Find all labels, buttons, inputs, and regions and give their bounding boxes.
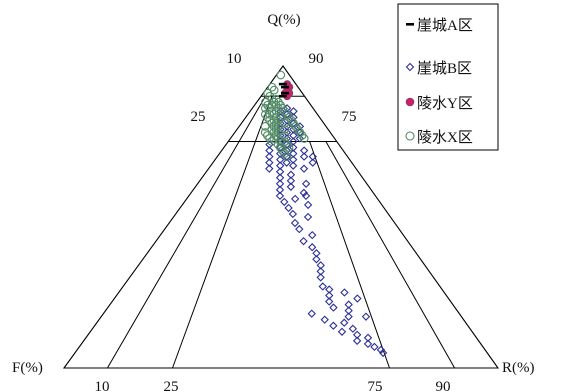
point-b xyxy=(352,336,362,345)
legend-label-b: 崖城B区 xyxy=(417,60,472,77)
ratio-boundary-line xyxy=(309,141,390,369)
point-b xyxy=(303,212,313,222)
point-b xyxy=(280,197,289,207)
point-b xyxy=(289,161,298,170)
point-b xyxy=(303,200,313,210)
point-b xyxy=(301,191,311,201)
tick-label-top-left: 10 xyxy=(227,51,242,67)
apex-label-left: F(%) xyxy=(12,360,43,376)
point-b xyxy=(295,134,305,143)
point-b xyxy=(320,315,329,324)
triangle-frame xyxy=(62,65,500,369)
legend-item-b: 崖城B区 xyxy=(405,60,472,77)
legend-item-a: 崖城A区 xyxy=(406,17,473,34)
tick-label-bottom-90: 90 xyxy=(436,379,451,391)
point-b xyxy=(378,348,388,358)
tick-label-bottom-75: 75 xyxy=(368,379,383,391)
point-b xyxy=(299,152,309,161)
point-x xyxy=(269,134,279,143)
point-b xyxy=(370,342,379,352)
point-b xyxy=(316,273,325,282)
point-b xyxy=(282,158,291,167)
point-b xyxy=(344,312,353,321)
point-x xyxy=(271,94,281,104)
point-b xyxy=(340,318,349,327)
apex-label-top: Q(%) xyxy=(267,12,300,28)
point-b xyxy=(348,324,358,333)
point-x xyxy=(284,143,294,152)
point-b xyxy=(308,152,317,161)
legend-box xyxy=(397,3,499,151)
field-boundary-lines xyxy=(106,95,456,369)
point-b xyxy=(312,255,321,264)
point-b xyxy=(325,297,334,306)
point-a xyxy=(278,82,287,86)
point-x xyxy=(280,119,290,128)
point-b xyxy=(308,230,317,240)
point-x xyxy=(274,103,283,113)
point-b xyxy=(376,345,386,355)
legend-label-x: 陵水X区 xyxy=(417,129,473,146)
data-points xyxy=(260,70,388,358)
point-b xyxy=(329,303,338,312)
point-x xyxy=(299,134,309,143)
point-b xyxy=(299,236,308,246)
tick-label-bottom-10: 10 xyxy=(95,379,110,391)
ratio-boundary-line xyxy=(325,141,456,369)
tick-label-upper-left: 25 xyxy=(191,109,206,125)
point-b xyxy=(361,312,371,321)
point-x xyxy=(276,70,286,80)
apex-label-right: R(%) xyxy=(502,360,535,376)
point-b xyxy=(308,158,317,167)
point-a xyxy=(281,85,290,89)
legend-marker-dash xyxy=(406,23,414,26)
point-b xyxy=(265,164,274,173)
legend-marker-diamond xyxy=(405,62,415,72)
point-b xyxy=(363,339,373,349)
point-x xyxy=(280,131,290,140)
tick-label-upper-right: 75 xyxy=(342,109,357,125)
legend-item-x: 陵水X区 xyxy=(405,129,473,146)
point-b xyxy=(286,182,296,191)
legend-item-y: 陵水Y区 xyxy=(405,95,473,112)
point-x xyxy=(276,112,285,122)
point-b xyxy=(337,327,347,336)
point-b xyxy=(329,321,338,330)
legend: 崖城A区 崖城B区 陵水Y区 陵水X区 xyxy=(397,3,499,151)
point-b xyxy=(295,224,304,234)
point-x xyxy=(282,152,292,161)
point-b xyxy=(299,188,309,198)
point-b xyxy=(353,294,362,303)
point-x xyxy=(280,137,290,146)
point-b xyxy=(318,282,327,291)
point-b xyxy=(308,243,317,252)
point-b xyxy=(299,164,309,173)
triangle-outline xyxy=(62,65,500,369)
ratio-boundary-line xyxy=(106,95,266,369)
legend-marker-open-circle xyxy=(405,131,415,141)
point-b xyxy=(290,194,300,204)
legend-marker-filled-circle xyxy=(405,97,415,107)
tick-label-bottom-25: 25 xyxy=(164,379,179,391)
point-a xyxy=(280,91,289,95)
point-b xyxy=(275,191,285,201)
point-b xyxy=(284,203,293,213)
tick-label-top-right: 90 xyxy=(309,51,324,67)
point-a xyxy=(278,94,287,98)
point-x xyxy=(280,125,290,134)
point-x xyxy=(265,109,275,119)
point-b xyxy=(290,218,300,228)
point-b xyxy=(340,288,349,297)
point-x xyxy=(269,122,279,131)
legend-label-a: 崖城A区 xyxy=(417,17,473,34)
point-b xyxy=(307,309,316,318)
point-b xyxy=(288,209,298,219)
legend-label-y: 陵水Y区 xyxy=(417,95,473,112)
point-b xyxy=(301,179,311,188)
ratio-boundary-line xyxy=(172,96,273,369)
point-x xyxy=(269,128,279,137)
